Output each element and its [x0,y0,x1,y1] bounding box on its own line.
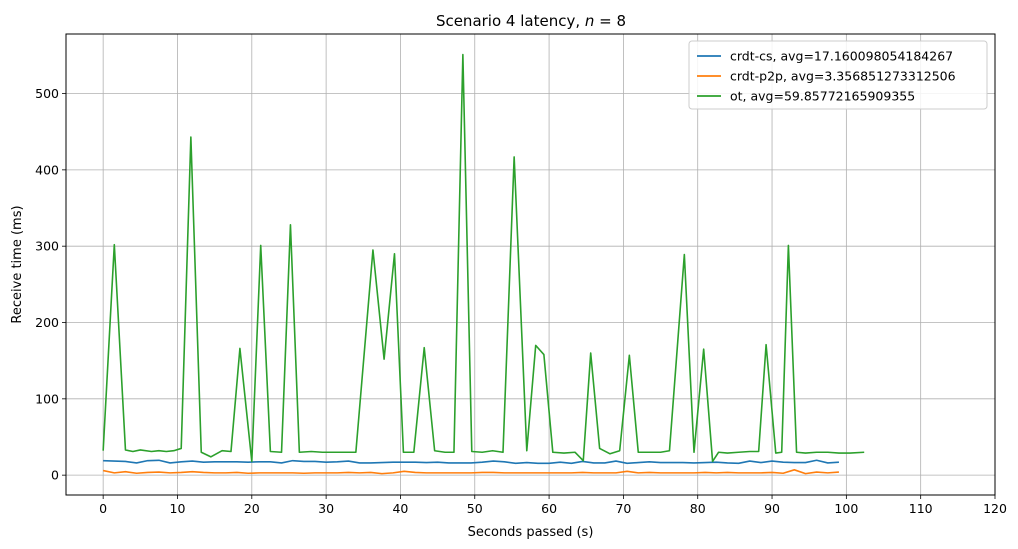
series-line-2 [102,469,839,475]
y-tick-label: 300 [35,239,59,254]
y-axis-label: Receive time (ms) [10,205,25,323]
y-tick-label: 200 [35,315,59,330]
y-tick-label: 100 [35,391,59,406]
legend: crdt-cs, avg=17.160098054184267 crdt-p2p,… [688,40,988,110]
x-tick-label: 90 [764,501,780,516]
x-tick-label: 80 [690,501,706,516]
x-tick-label: 10 [170,501,186,516]
x-tick-label: 60 [541,501,557,516]
series-line-1 [103,459,839,465]
x-tick-label: 40 [392,501,408,516]
series-line-3 [102,53,865,463]
axis-ticks: 0 10 20 30 40 50 60 70 80 90 100 110 120 0 100 200 300 40… [35,86,1007,516]
x-tick-label: 50 [467,501,483,516]
x-tick-label: 30 [318,501,334,516]
x-tick-label: 0 [99,501,107,516]
chart-title: Scenario 4 latency, n = 8 [436,12,626,30]
legend-box [688,40,988,110]
legend-entry-label: crdt-p2p, avg=3.356851273312506 [730,69,956,84]
x-tick-label: 120 [983,501,1007,516]
y-tick-label: 400 [35,162,59,177]
y-tick-label: 0 [51,468,59,483]
x-tick-label: 70 [615,501,631,516]
plot-area-frame [65,33,996,496]
x-tick-label: 110 [909,501,933,516]
y-tick-label: 500 [35,86,59,101]
chart-title-text: Scenario 4 latency, [436,12,585,30]
x-tick-label: 20 [244,501,260,516]
series-lines [102,53,865,475]
legend-entry-label: crdt-cs, avg=17.160098054184267 [730,49,953,64]
x-axis-label: Seconds passed (s) [468,525,594,540]
chart-title-suffix: = 8 [594,12,626,30]
x-tick-label: 100 [834,501,858,516]
legend-entry-label: ot, avg=59.85772165909355 [730,89,915,104]
chart-title-variable: n [585,12,595,30]
